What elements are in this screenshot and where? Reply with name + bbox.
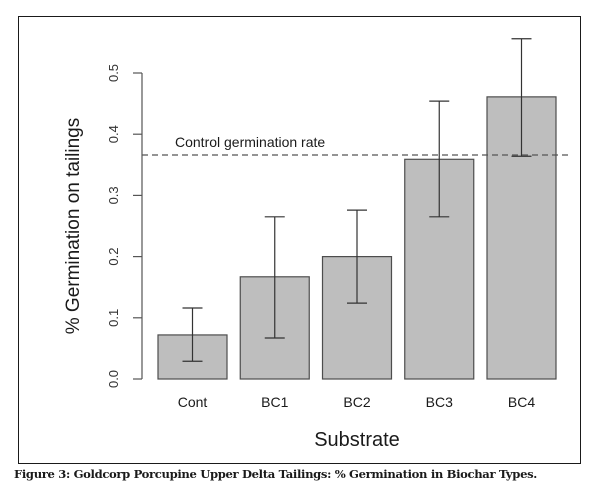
x-axis-label: Substrate xyxy=(314,429,400,451)
error-bars xyxy=(182,38,532,362)
y-tick-label: 0.5 xyxy=(106,64,121,82)
x-tick-label: BC1 xyxy=(261,394,288,410)
y-axis-label: % Germination on tailings xyxy=(63,118,84,335)
x-tick-label: BC3 xyxy=(426,394,453,410)
y-axis: 0.0 0.1 0.2 0.3 0.4 0.5 xyxy=(106,64,143,388)
x-tick-label: BC4 xyxy=(508,394,535,410)
x-tick-label: Cont xyxy=(178,394,208,410)
y-tick-label: 0.1 xyxy=(106,309,121,327)
y-tick-label: 0.4 xyxy=(106,125,121,143)
y-tick-label: 0.2 xyxy=(106,248,121,266)
x-tick-labels: Cont BC1 BC2 BC3 BC4 xyxy=(178,394,536,410)
figure-caption: Figure 3: Goldcorp Porcupine Upper Delta… xyxy=(14,467,537,481)
reference-line-label: Control germination rate xyxy=(175,134,325,150)
y-tick-label: 0.3 xyxy=(106,186,121,204)
x-tick-label: BC2 xyxy=(343,394,370,410)
y-tick-label: 0.0 xyxy=(106,370,121,388)
control-reference-line: Control germination rate xyxy=(142,134,572,156)
